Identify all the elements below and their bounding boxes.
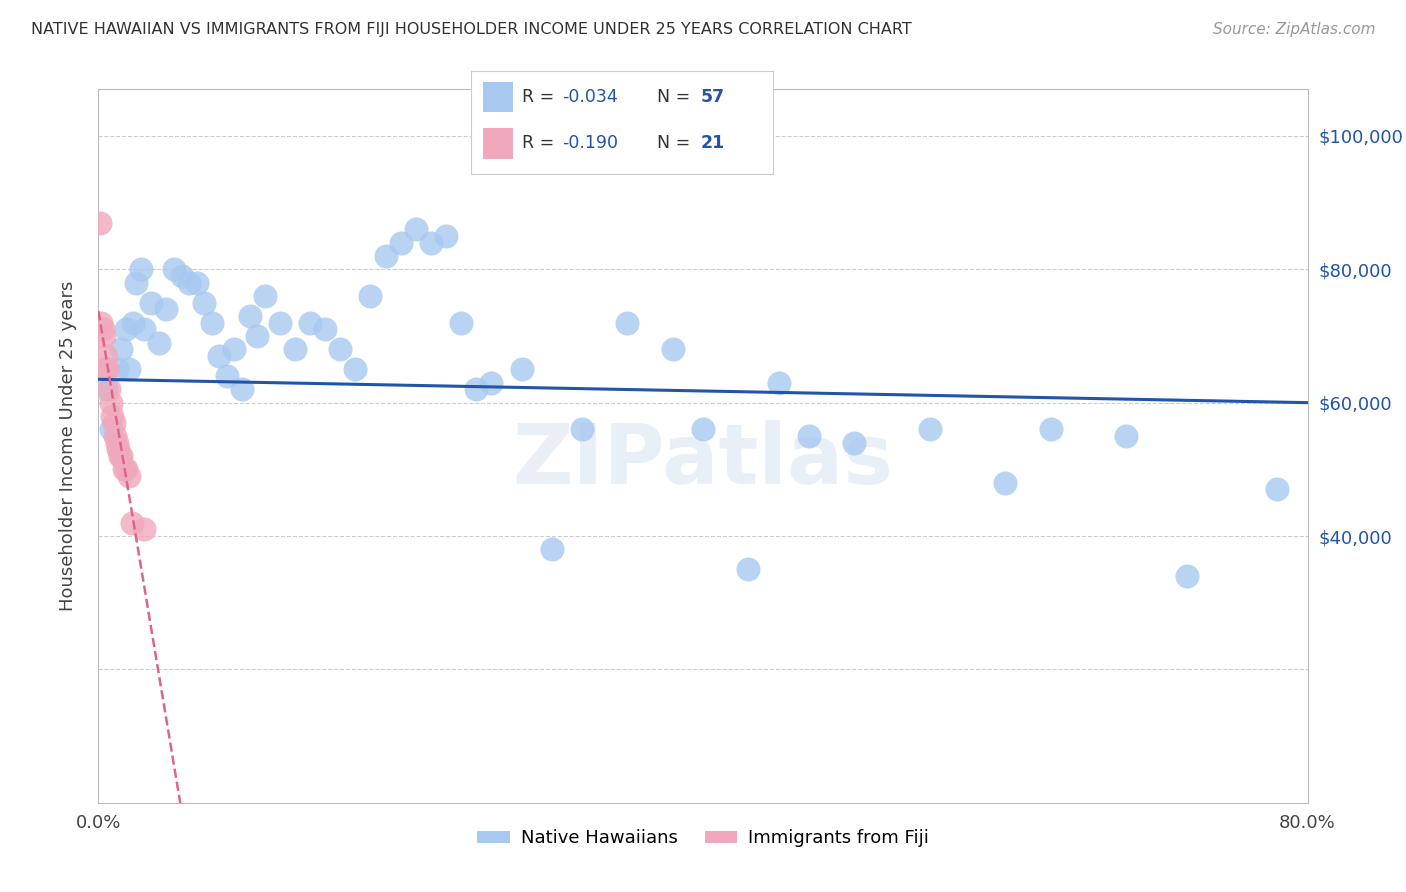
Point <box>465 382 488 396</box>
Point <box>100 395 122 409</box>
Point <box>104 429 127 443</box>
Point <box>692 422 714 436</box>
Point <box>231 382 253 396</box>
Point <box>94 382 117 396</box>
Text: N =: N = <box>647 88 696 106</box>
Text: 21: 21 <box>700 134 725 153</box>
Y-axis label: Householder Income Under 25 years: Householder Income Under 25 years <box>59 281 77 611</box>
Point <box>299 316 322 330</box>
Point <box>103 416 125 430</box>
Point <box>114 462 136 476</box>
Point <box>269 316 291 330</box>
Point <box>100 422 122 436</box>
Point <box>132 322 155 336</box>
Point <box>122 316 145 330</box>
Point <box>105 362 128 376</box>
Point <box>239 309 262 323</box>
Point <box>510 362 533 376</box>
Point <box>91 322 114 336</box>
Text: 57: 57 <box>700 88 725 106</box>
Point <box>108 449 131 463</box>
Point <box>844 435 866 450</box>
Point <box>105 435 128 450</box>
Point <box>90 316 112 330</box>
Point <box>155 302 177 317</box>
Point <box>450 316 472 330</box>
Point <box>918 422 941 436</box>
Point <box>129 262 152 277</box>
Point <box>1115 429 1137 443</box>
Point <box>360 289 382 303</box>
Point <box>132 522 155 536</box>
Legend: Native Hawaiians, Immigrants from Fiji: Native Hawaiians, Immigrants from Fiji <box>470 822 936 855</box>
Point <box>94 362 117 376</box>
Point <box>571 422 593 436</box>
Point <box>329 343 352 357</box>
Point <box>186 276 208 290</box>
Point <box>224 343 246 357</box>
Point <box>314 322 336 336</box>
Point <box>163 262 186 277</box>
Point <box>344 362 367 376</box>
Point <box>118 469 141 483</box>
Point <box>737 562 759 576</box>
Point <box>89 216 111 230</box>
Text: R =: R = <box>523 134 560 153</box>
Text: N =: N = <box>647 134 696 153</box>
Point <box>107 442 129 457</box>
Point <box>110 343 132 357</box>
Point <box>405 222 427 236</box>
Point <box>540 542 562 557</box>
Point <box>994 475 1017 490</box>
Point <box>114 322 136 336</box>
Point <box>208 349 231 363</box>
Point <box>193 295 215 310</box>
Point <box>93 329 115 343</box>
Point <box>420 235 443 250</box>
Point <box>284 343 307 357</box>
Point <box>434 228 457 243</box>
FancyBboxPatch shape <box>484 128 513 159</box>
Point <box>101 409 124 423</box>
Text: R =: R = <box>523 88 560 106</box>
Point <box>110 449 132 463</box>
Point <box>121 516 143 530</box>
Point <box>1267 483 1289 497</box>
Point <box>98 382 121 396</box>
Point <box>179 276 201 290</box>
Text: Source: ZipAtlas.com: Source: ZipAtlas.com <box>1212 22 1375 37</box>
Point <box>1039 422 1062 436</box>
Point <box>768 376 790 390</box>
Point <box>148 335 170 350</box>
Point <box>125 276 148 290</box>
Point <box>253 289 276 303</box>
Point <box>141 295 163 310</box>
Point <box>1175 569 1198 583</box>
Point <box>201 316 224 330</box>
Point <box>215 368 238 383</box>
Point <box>797 429 820 443</box>
Point <box>118 362 141 376</box>
Text: NATIVE HAWAIIAN VS IMMIGRANTS FROM FIJI HOUSEHOLDER INCOME UNDER 25 YEARS CORREL: NATIVE HAWAIIAN VS IMMIGRANTS FROM FIJI … <box>31 22 911 37</box>
Point <box>96 362 118 376</box>
Point <box>616 316 638 330</box>
Point <box>481 376 503 390</box>
Point <box>94 349 117 363</box>
Point <box>389 235 412 250</box>
Point <box>661 343 683 357</box>
Text: -0.190: -0.190 <box>562 134 617 153</box>
Point <box>170 268 193 283</box>
Point <box>374 249 396 263</box>
Text: -0.034: -0.034 <box>562 88 617 106</box>
Text: ZIPatlas: ZIPatlas <box>513 420 893 500</box>
FancyBboxPatch shape <box>484 82 513 112</box>
Point <box>112 462 135 476</box>
Point <box>246 329 269 343</box>
